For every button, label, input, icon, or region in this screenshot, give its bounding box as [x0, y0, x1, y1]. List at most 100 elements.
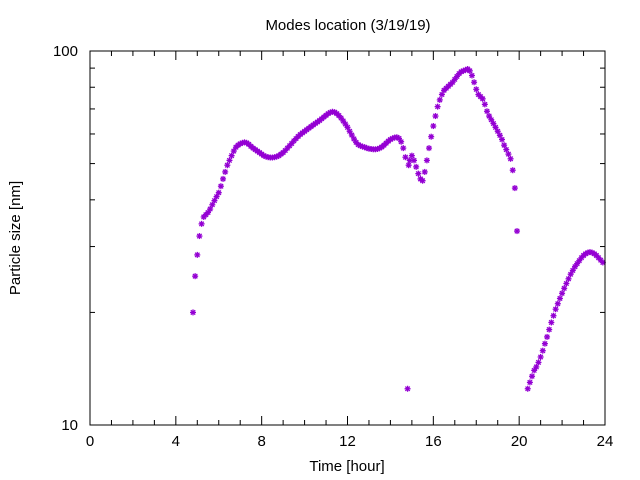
marker-stroke — [527, 379, 533, 386]
data-point — [344, 124, 351, 131]
data-point — [432, 113, 439, 120]
data-point — [190, 309, 196, 316]
marker-stroke — [190, 309, 196, 316]
marker-stroke — [346, 128, 353, 134]
data-point — [556, 295, 563, 302]
plot-frame — [89, 50, 606, 426]
data-point — [546, 326, 553, 333]
data-point — [404, 385, 411, 392]
marker-stroke — [467, 68, 473, 74]
marker-stroke — [473, 86, 479, 92]
data-point — [481, 101, 488, 108]
data-point — [226, 157, 233, 164]
data-point — [215, 189, 222, 196]
marker-stroke — [437, 97, 443, 103]
marker-stroke — [600, 259, 606, 266]
marker-stroke — [537, 354, 544, 360]
marker-stroke — [231, 148, 237, 154]
x-tick-label: 8 — [257, 433, 265, 450]
marker-stroke — [507, 156, 514, 162]
marker-stroke — [555, 301, 561, 307]
marker-stroke — [503, 146, 509, 153]
marker-stroke — [568, 271, 574, 277]
data-point — [340, 117, 347, 124]
marker-stroke — [422, 169, 428, 175]
marker-stroke — [495, 128, 501, 134]
data-point — [198, 220, 205, 227]
marker-stroke — [561, 285, 567, 291]
data-point — [217, 183, 224, 190]
marker-stroke — [565, 276, 572, 282]
data-point — [544, 333, 551, 340]
data-point — [505, 151, 512, 158]
marker-stroke — [211, 197, 218, 204]
marker-stroke — [595, 255, 602, 261]
data-point — [428, 133, 435, 140]
data-point — [490, 120, 497, 127]
marker-stroke — [430, 123, 436, 129]
data-point — [548, 319, 555, 326]
data-point — [559, 290, 566, 297]
marker-stroke — [469, 72, 475, 79]
data-point — [405, 162, 412, 169]
data-point — [479, 95, 486, 102]
marker-stroke — [512, 185, 518, 191]
data-point — [550, 312, 557, 319]
x-tick-label: 24 — [597, 433, 614, 450]
data-point — [483, 108, 490, 115]
data-point — [396, 135, 402, 142]
marker-stroke — [209, 202, 215, 208]
data-point — [436, 96, 443, 103]
data-point — [419, 177, 426, 184]
marker-stroke — [533, 364, 539, 370]
marker-stroke — [434, 103, 441, 110]
marker-stroke — [344, 124, 351, 131]
data-point — [511, 185, 518, 192]
marker-stroke — [428, 134, 434, 140]
data-point — [563, 280, 570, 287]
marker-stroke — [207, 206, 213, 212]
marker-stroke — [213, 193, 220, 200]
data-point — [228, 152, 235, 159]
data-point — [421, 168, 428, 175]
marker-stroke — [505, 151, 512, 157]
data-point — [194, 251, 201, 258]
data-point — [509, 167, 516, 174]
x-axis-label: Time [hour] — [309, 458, 384, 475]
marker-stroke — [413, 164, 419, 170]
chart-title: Modes location (3/19/19) — [265, 17, 430, 34]
marker-stroke — [486, 113, 492, 119]
marker-stroke — [552, 306, 559, 312]
marker-stroke — [497, 132, 503, 138]
data-point — [213, 193, 220, 200]
data-point — [468, 72, 475, 79]
marker-stroke — [546, 326, 552, 333]
x-tick-label: 20 — [511, 433, 528, 450]
marker-stroke — [542, 341, 548, 347]
data-point — [535, 359, 542, 366]
data-point — [423, 157, 430, 164]
data-point — [415, 170, 422, 177]
marker-stroke — [480, 96, 486, 102]
marker-stroke — [338, 115, 344, 121]
marker-stroke — [351, 136, 357, 142]
marker-stroke — [196, 233, 203, 239]
marker-stroke — [439, 91, 445, 98]
data-point — [526, 379, 533, 386]
data-point — [402, 154, 409, 161]
marker-stroke — [226, 157, 233, 164]
marker-stroke — [355, 141, 361, 148]
data-point — [514, 228, 521, 235]
data-point — [408, 152, 415, 159]
marker-stroke — [559, 290, 565, 296]
marker-stroke — [482, 101, 488, 108]
data-point — [499, 136, 505, 143]
marker-stroke — [593, 252, 600, 259]
data-point — [503, 146, 510, 153]
data-point — [554, 300, 561, 307]
data-point — [413, 163, 420, 170]
data-point — [222, 168, 229, 175]
marker-stroke — [400, 145, 406, 151]
data-point — [196, 233, 203, 240]
data-point — [207, 206, 214, 213]
